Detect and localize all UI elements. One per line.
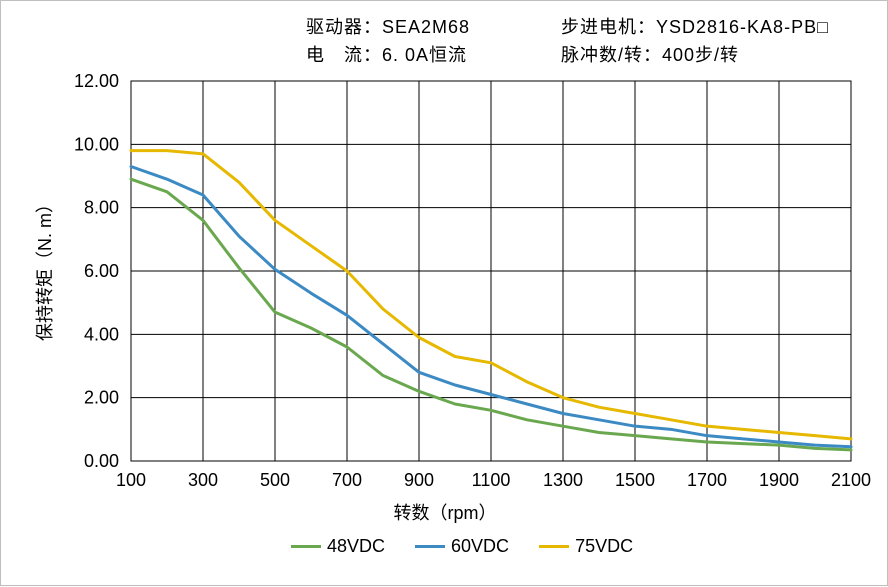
x-tick-label: 2100	[831, 470, 871, 490]
legend-swatch	[415, 545, 445, 548]
chart-container: 驱动器：SEA2M68 步进电机：YSD2816-KA8-PB□ 电 流：6. …	[0, 0, 888, 586]
x-tick-label: 700	[332, 470, 362, 490]
x-tick-label: 1500	[615, 470, 655, 490]
legend-label: 75VDC	[575, 536, 633, 557]
x-tick-label: 500	[260, 470, 290, 490]
y-tick-label: 0.00	[84, 451, 119, 471]
x-tick-label: 1700	[687, 470, 727, 490]
legend-swatch	[291, 545, 321, 548]
x-tick-label: 1300	[543, 470, 583, 490]
y-tick-label: 12.00	[74, 71, 119, 91]
x-axis-label: 转数（rpm）	[1, 499, 888, 525]
legend-item: 48VDC	[291, 536, 385, 557]
y-tick-label: 2.00	[84, 388, 119, 408]
legend-item: 75VDC	[539, 536, 633, 557]
legend-item: 60VDC	[415, 536, 509, 557]
x-tick-label: 100	[116, 470, 146, 490]
legend-swatch	[539, 545, 569, 548]
x-tick-label: 900	[404, 470, 434, 490]
y-tick-label: 10.00	[74, 134, 119, 154]
y-tick-label: 6.00	[84, 261, 119, 281]
legend-label: 60VDC	[451, 536, 509, 557]
legend: 48VDC 60VDC 75VDC	[291, 536, 633, 557]
x-tick-label: 300	[188, 470, 218, 490]
legend-label: 48VDC	[327, 536, 385, 557]
y-tick-label: 4.00	[84, 324, 119, 344]
x-tick-label: 1900	[759, 470, 799, 490]
x-tick-label: 1100	[472, 470, 511, 490]
y-tick-label: 8.00	[84, 198, 119, 218]
